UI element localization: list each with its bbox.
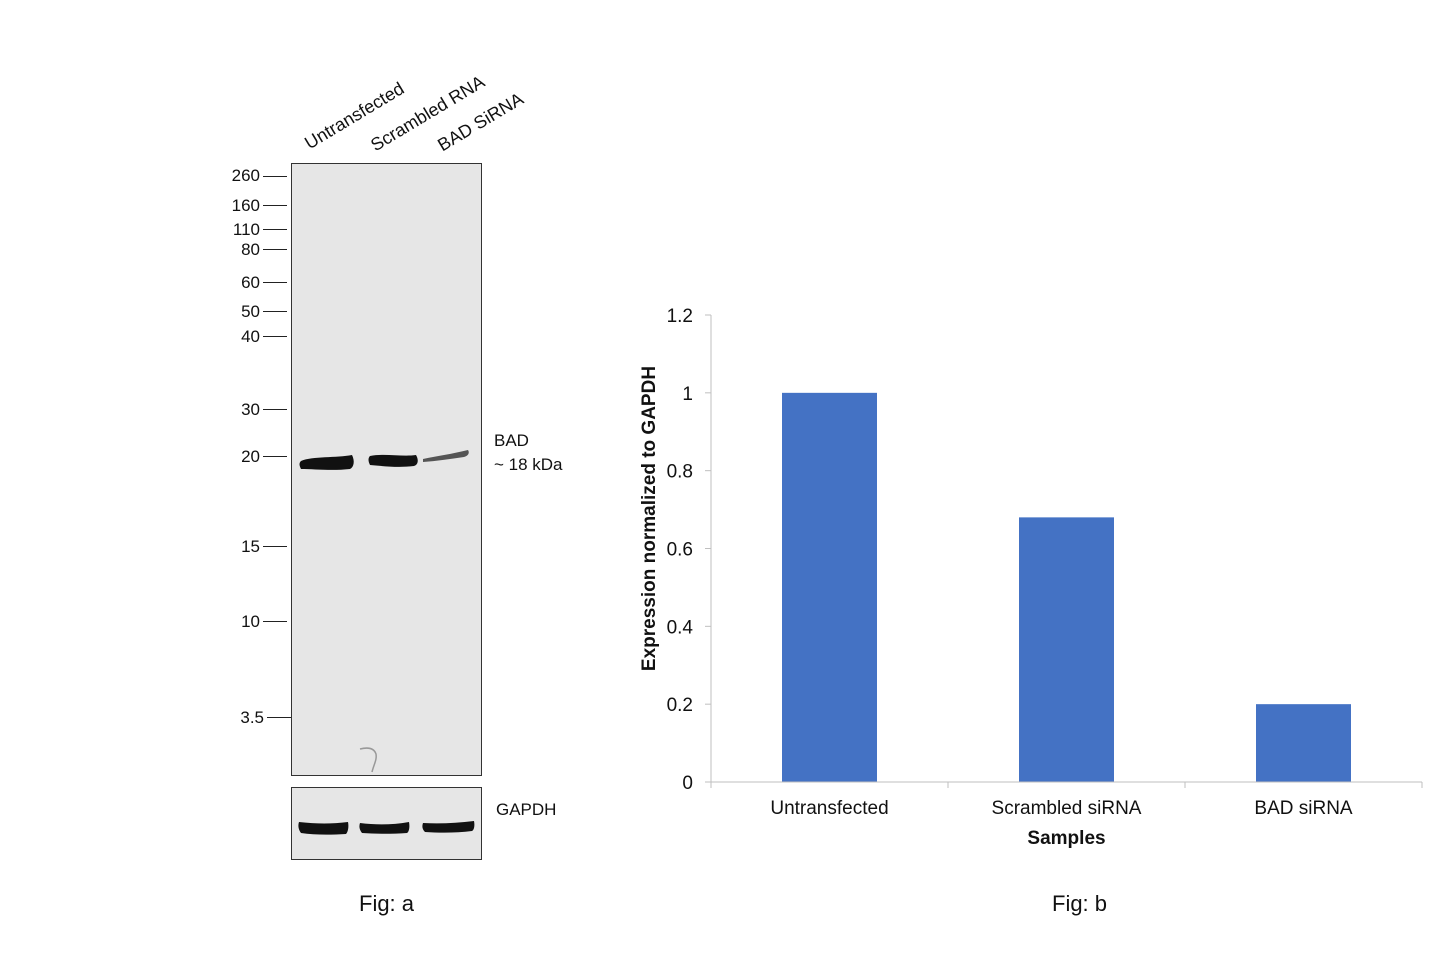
mw-label-20: 20 xyxy=(241,447,260,466)
mw-label-10: 10 xyxy=(241,612,260,631)
bar-chart: 0 0.2 0.4 0.6 0.8 1 1.2 Untransfected Scrambled… xyxy=(639,306,1423,849)
mw-label-110: 110 xyxy=(232,220,260,239)
mw-label-30: 30 xyxy=(241,400,260,419)
mw-tick xyxy=(263,409,287,410)
y-tick-label: 1.2 xyxy=(667,306,693,327)
mw-label-160: 160 xyxy=(231,196,260,215)
bad-band-lane-1 xyxy=(299,455,354,470)
bad-band-lane-2 xyxy=(368,454,418,467)
y-axis-title: Expression normalized to GAPDH xyxy=(639,366,660,671)
gapdh-band-lane-1 xyxy=(298,822,349,835)
x-axis-title: Samples xyxy=(1027,828,1105,849)
y-tick-label: 0 xyxy=(682,773,693,794)
mw-label-50: 50 xyxy=(241,302,260,321)
x-tick-label: Untransfected xyxy=(770,798,888,819)
gapdh-band-lane-3 xyxy=(422,821,475,833)
y-tick-label: 0.4 xyxy=(667,617,694,638)
mw-tick xyxy=(263,336,287,337)
gapdh-bands xyxy=(298,821,475,835)
mw-label-3-5: 3.5 xyxy=(240,708,264,727)
bar-untransfected xyxy=(782,392,877,782)
mw-tick xyxy=(263,229,287,230)
mw-label-260: 260 xyxy=(231,166,260,185)
band-label-gapdh: GAPDH xyxy=(496,800,557,819)
membrane-artifact xyxy=(359,747,377,773)
mw-tick xyxy=(263,176,287,177)
mw-tick xyxy=(263,311,287,312)
mw-tick xyxy=(263,621,287,622)
gapdh-band-lane-2 xyxy=(359,822,410,834)
figure-a-caption: Fig: a xyxy=(359,891,415,916)
bar-scrambled-sirna xyxy=(1019,517,1114,782)
bar-bad-sirna xyxy=(1256,704,1351,782)
figure-b-caption: Fig: b xyxy=(1052,891,1108,916)
y-tick-label: 0.6 xyxy=(667,540,693,561)
blot-membrane-bad xyxy=(291,163,482,776)
mw-tick xyxy=(263,546,287,547)
x-tick-label: Scrambled siRNA xyxy=(992,798,1142,819)
mw-tick xyxy=(263,205,287,206)
mw-tick xyxy=(263,456,287,457)
y-tick-label: 0.8 xyxy=(667,462,693,483)
mw-label-60: 60 xyxy=(241,273,260,292)
mw-label-80: 80 xyxy=(241,240,260,259)
blot-bands xyxy=(299,450,469,773)
blot-membrane-gapdh xyxy=(291,787,482,860)
band-label-bad: BAD xyxy=(494,431,529,450)
x-tick-label: BAD siRNA xyxy=(1254,798,1353,819)
mw-label-40: 40 xyxy=(241,327,260,346)
mw-tick xyxy=(263,249,287,250)
mw-label-15: 15 xyxy=(241,537,260,556)
mw-tick xyxy=(267,717,291,718)
bad-band-lane-3 xyxy=(423,450,469,462)
mw-tick xyxy=(263,282,287,283)
band-label-size: ~ 18 kDa xyxy=(494,455,563,474)
y-tick-label: 0.2 xyxy=(667,695,693,716)
y-tick-label: 1 xyxy=(682,384,693,405)
